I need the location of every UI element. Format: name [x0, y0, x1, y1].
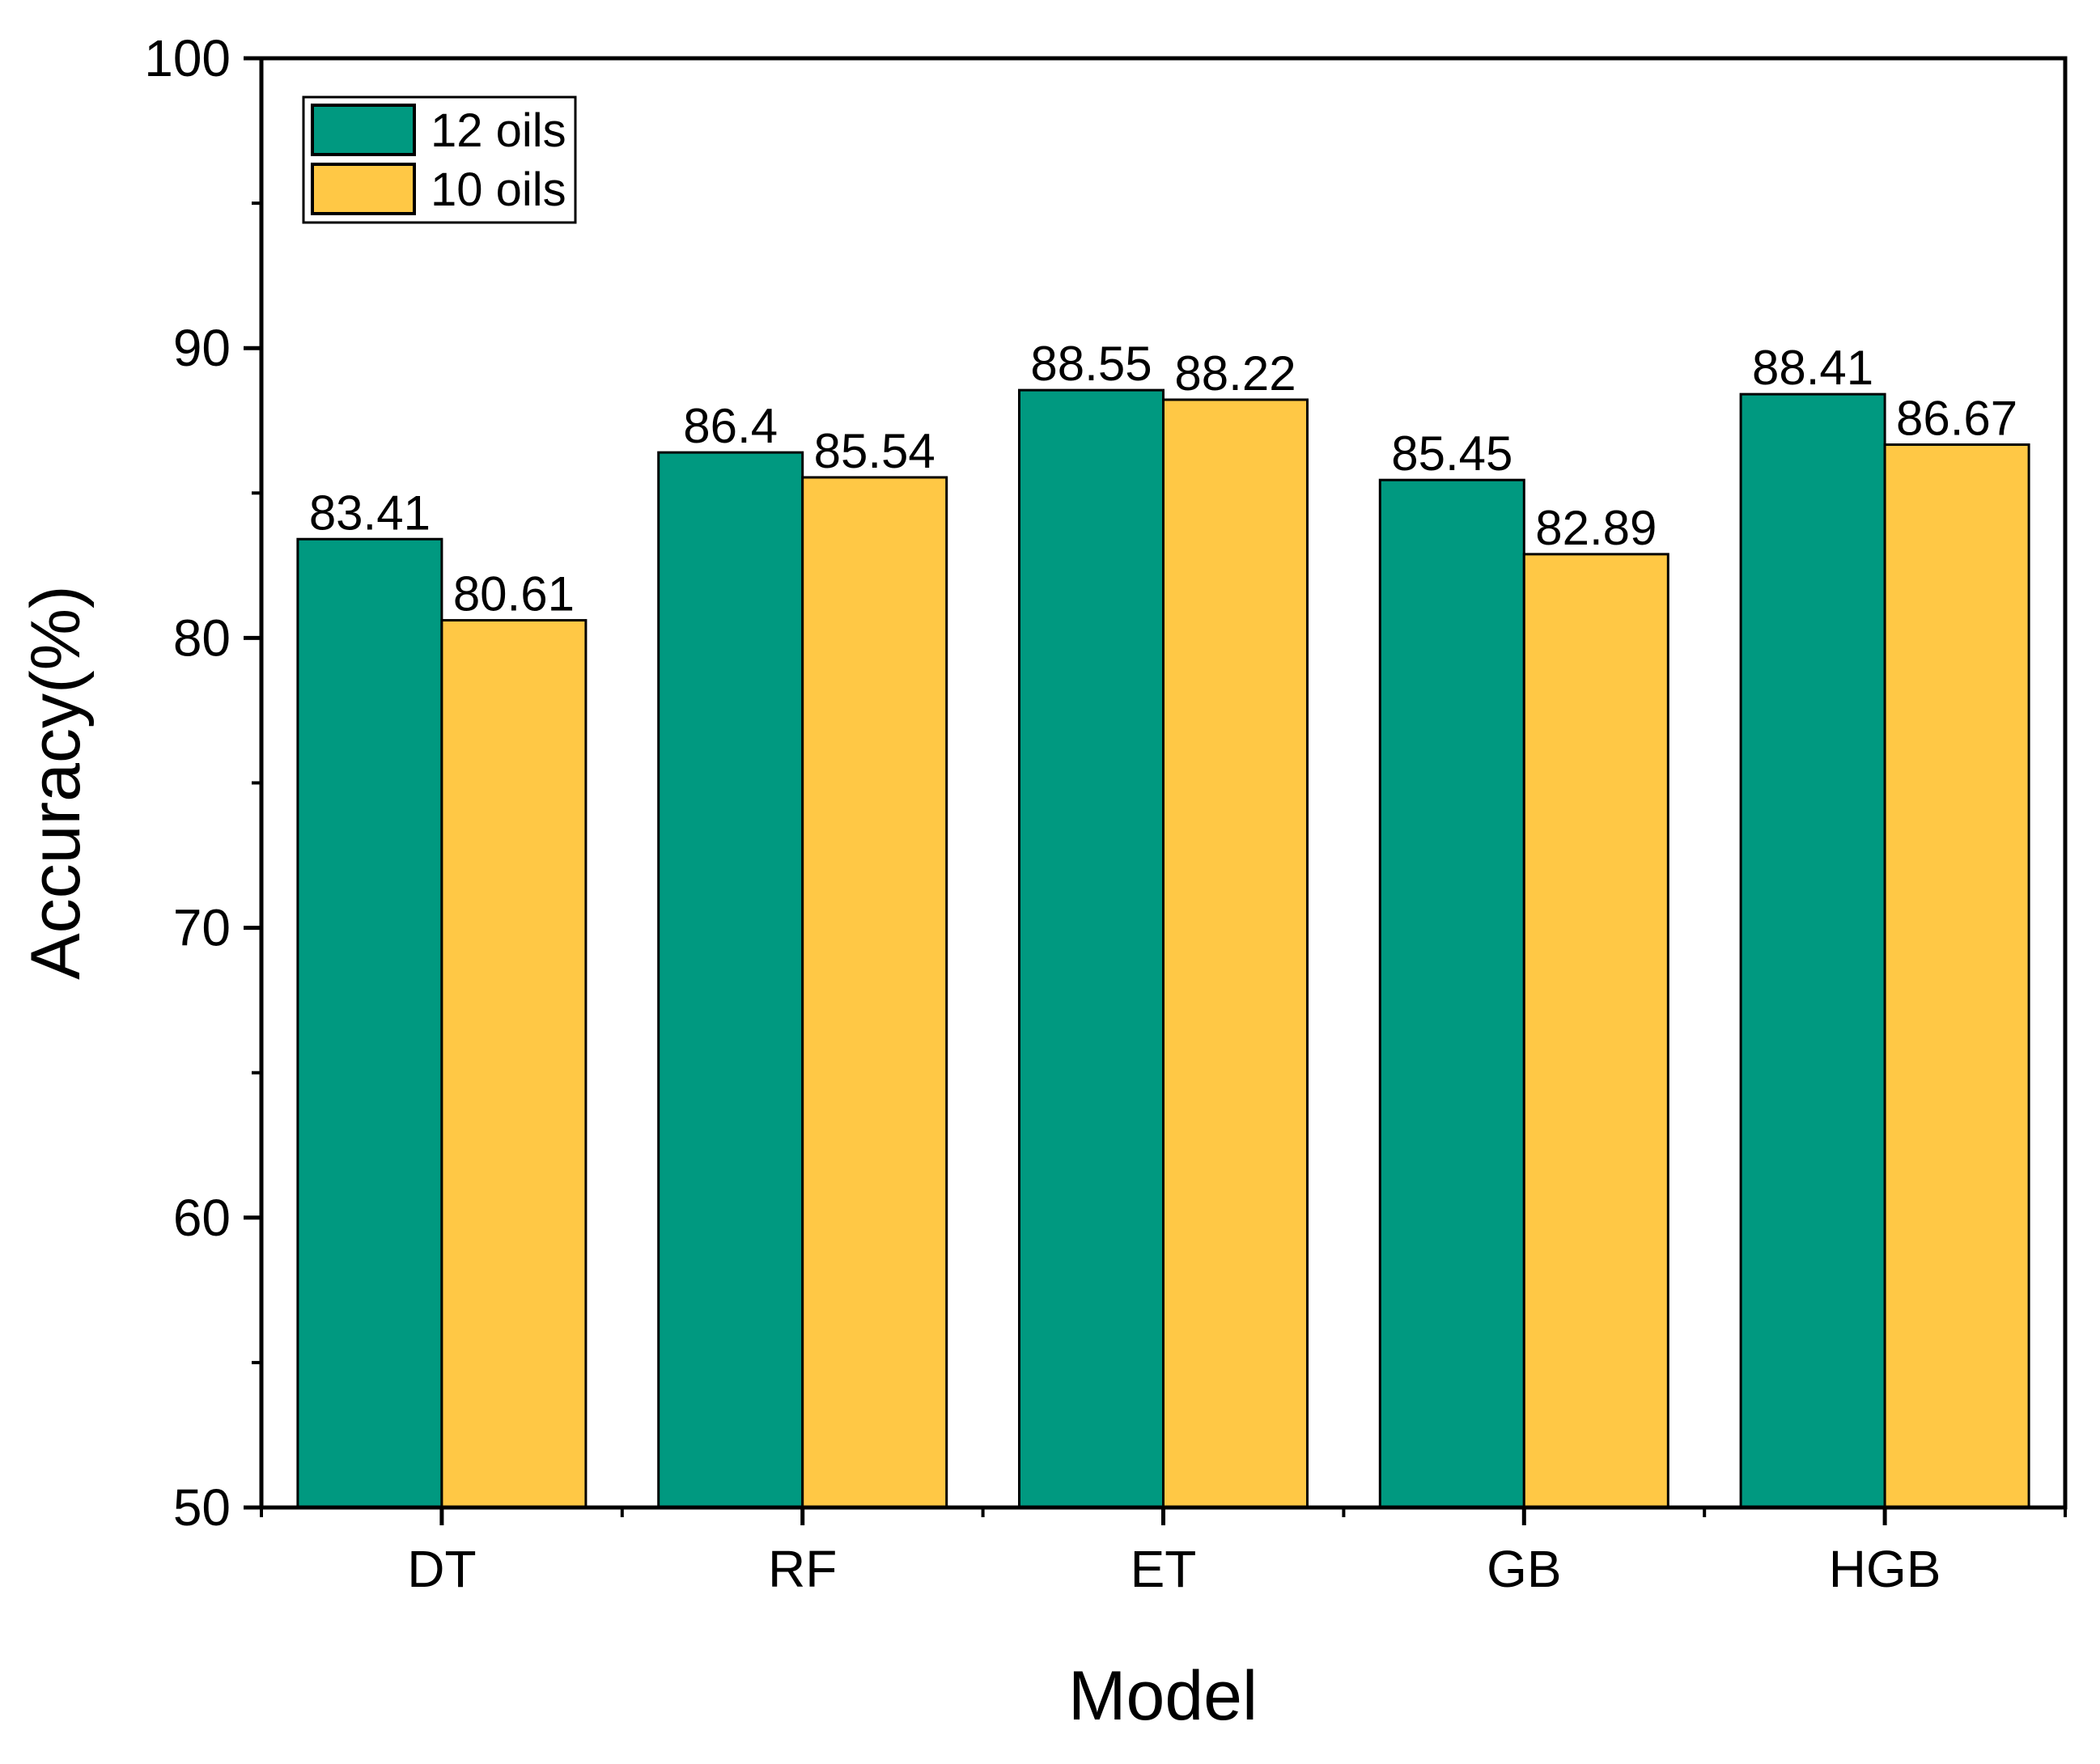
bar-dt-12-oils: [296, 537, 443, 1509]
data-label-hgb-12-oils: 88.41: [1752, 341, 1873, 395]
x-tick-label-hgb: HGB: [1829, 1540, 1941, 1598]
bar-rf-10-oils: [801, 476, 948, 1509]
y-tick-label-100: 100: [144, 29, 231, 87]
legend-swatch-10-oils: [311, 163, 416, 215]
data-label-dt-10-oils: 80.61: [453, 567, 575, 621]
y-tick-label-80: 80: [173, 608, 231, 667]
bar-dt-10-oils: [440, 619, 588, 1509]
x-tick-label-dt: DT: [407, 1540, 476, 1598]
bar-et-12-oils: [1018, 388, 1165, 1509]
bar-hgb-12-oils: [1739, 392, 1886, 1509]
y-tick-label-50: 50: [173, 1478, 231, 1537]
bar-et-10-oils: [1162, 398, 1309, 1509]
labels-layer: 83.41 80.61 DT 86.4 85.54 RF 88.55 88.22 ET 85.45…: [144, 29, 2017, 1598]
data-label-hgb-10-oils: 86.67: [1896, 391, 2017, 445]
data-label-rf-10-oils: 85.54: [814, 424, 935, 478]
bar-hgb-10-oils: [1883, 443, 2030, 1509]
bar-gb-12-oils: [1378, 478, 1525, 1509]
x-axis-title: Model: [1068, 1657, 1258, 1735]
y-tick-label-90: 90: [173, 319, 231, 377]
data-label-et-10-oils: 88.22: [1174, 346, 1296, 401]
y-tick-label-60: 60: [173, 1189, 231, 1247]
x-tick-label-gb: GB: [1487, 1540, 1561, 1598]
bars-layer: [296, 388, 2030, 1509]
data-label-gb-12-oils: 85.45: [1391, 426, 1512, 481]
legend: 12 oils 10 oils: [302, 95, 577, 224]
data-label-dt-12-oils: 83.41: [309, 486, 431, 540]
ticks-layer: [244, 56, 2067, 1525]
bar-gb-10-oils: [1522, 553, 1669, 1509]
bar-rf-12-oils: [657, 451, 804, 1509]
data-label-et-12-oils: 88.55: [1030, 337, 1152, 391]
y-tick-label-70: 70: [173, 899, 231, 957]
legend-swatch-12-oils: [311, 104, 416, 156]
x-tick-label-et: ET: [1131, 1540, 1197, 1598]
legend-label-12-oils: 12 oils: [431, 104, 566, 157]
data-label-gb-10-oils: 82.89: [1535, 501, 1657, 555]
legend-label-10-oils: 10 oils: [431, 163, 566, 216]
y-axis-title: Accuracy(%): [17, 585, 95, 979]
data-label-rf-12-oils: 86.4: [683, 399, 778, 453]
x-tick-label-rf: RF: [768, 1540, 837, 1598]
